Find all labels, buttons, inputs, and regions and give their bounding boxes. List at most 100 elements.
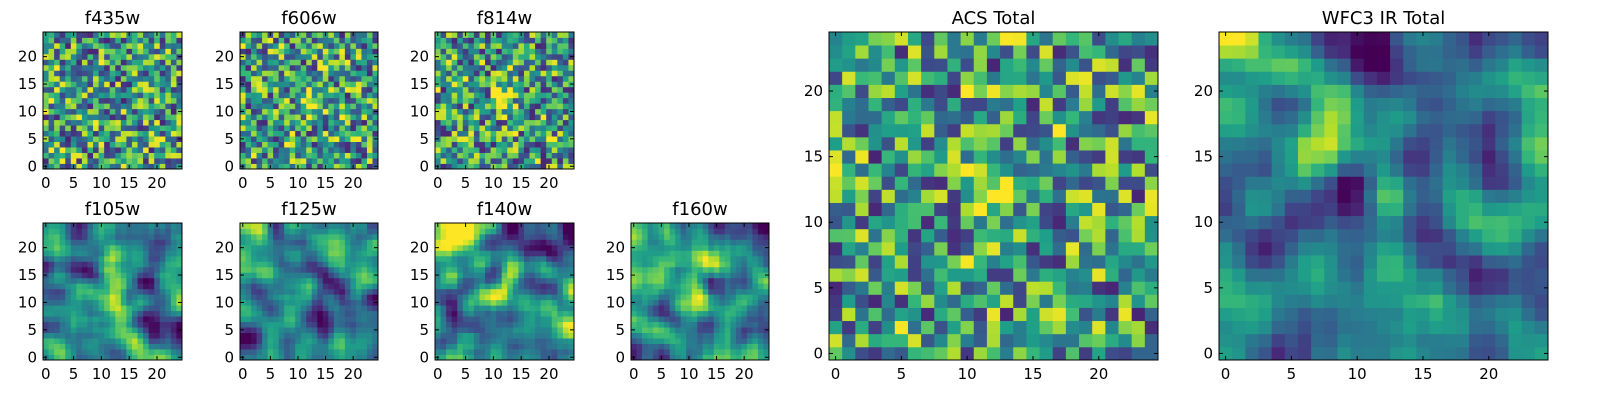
heatmap-cell (333, 163, 340, 170)
heatmap-cell (669, 327, 676, 333)
heatmap-cell (131, 255, 138, 262)
heatmap-cell (1013, 346, 1027, 361)
heatmap-cell (730, 332, 737, 339)
heatmap-cell (306, 64, 313, 71)
heatmap-cell (251, 114, 257, 121)
heatmap-cell (540, 239, 547, 246)
heatmap-cell (48, 299, 55, 306)
heatmap-cell (512, 97, 519, 104)
heatmap-cell (1052, 215, 1067, 230)
heatmap-cell (76, 53, 83, 60)
heatmap-cell (496, 64, 503, 71)
heatmap-cell (137, 228, 144, 235)
heatmap-cell (81, 343, 88, 350)
heatmap-cell (120, 310, 127, 317)
heatmap-cell (468, 305, 475, 312)
heatmap-cell (881, 241, 896, 256)
heatmap-cell (126, 250, 133, 257)
heatmap-cell (372, 97, 379, 104)
heatmap-cell (109, 108, 116, 115)
heatmap-cell (289, 48, 296, 55)
heatmap-cell (273, 228, 280, 235)
heatmap-cell (551, 244, 558, 251)
heatmap-cell (48, 354, 55, 361)
heatmap-cell (355, 108, 362, 115)
heatmap-cell (81, 310, 88, 317)
heatmap-cell (154, 283, 161, 290)
heatmap-cell (328, 32, 335, 38)
heatmap-cell (535, 136, 542, 142)
heatmap-cell (137, 64, 144, 71)
heatmap-cell (631, 283, 637, 290)
heatmap-cell (48, 81, 55, 88)
y-tick-label: 20 (410, 239, 429, 257)
heatmap-cell (76, 32, 83, 38)
heatmap-cell (143, 92, 150, 99)
axes-frame (434, 31, 575, 170)
x-tick-label: 15 (120, 365, 139, 383)
heatmap-cell (741, 316, 748, 323)
heatmap-cell (512, 136, 519, 142)
heatmap-cell (245, 310, 252, 317)
heatmap-cell (344, 250, 351, 257)
heatmap-cell (48, 37, 55, 44)
heatmap-cell (256, 81, 263, 88)
heatmap-cell (735, 354, 742, 361)
heatmap-cell (328, 53, 335, 60)
heatmap-cell (93, 37, 99, 44)
heatmap-cell (59, 266, 66, 273)
heatmap-cell (512, 53, 519, 60)
heatmap-cell (451, 239, 458, 246)
heatmap-cell (702, 261, 709, 268)
heatmap-cell (81, 136, 88, 142)
heatmap-cell (98, 53, 105, 60)
heatmap-cell (104, 299, 111, 306)
heatmap-cell (540, 108, 547, 115)
heatmap-cell (741, 250, 748, 257)
heatmap-cell (355, 86, 362, 93)
heatmap-cell (473, 158, 480, 164)
heatmap-cell (322, 288, 329, 295)
heatmap-cell (462, 158, 469, 164)
heatmap-cell (251, 228, 257, 235)
heatmap-cell (719, 327, 726, 333)
heatmap-cell (451, 141, 458, 148)
heatmap-cell (262, 141, 268, 148)
heatmap-cell (1144, 333, 1159, 348)
heatmap-cell (148, 114, 155, 121)
heatmap-cell (855, 281, 869, 295)
heatmap-cell (339, 103, 346, 110)
heatmap-cell (757, 338, 764, 344)
heatmap-cell (176, 228, 183, 235)
heatmap-cell (435, 147, 441, 153)
heatmap-cell (724, 223, 731, 229)
heatmap-cell (300, 233, 307, 240)
heatmap-cell (829, 202, 843, 217)
heatmap-cell (256, 59, 263, 66)
heatmap-cell (262, 86, 268, 93)
heatmap-cell (148, 239, 155, 246)
heatmap-cell (267, 75, 274, 82)
heatmap-cell (284, 42, 291, 49)
heatmap-cell (507, 266, 514, 273)
heatmap-cell (451, 321, 458, 328)
heatmap-cell (306, 316, 313, 323)
heatmap-cell (457, 37, 464, 44)
heatmap-cell (115, 321, 122, 328)
heatmap-cell (154, 277, 161, 284)
heatmap-cell (829, 150, 843, 164)
heatmap-cell (485, 75, 491, 82)
y-tick-label: 5 (224, 130, 234, 148)
heatmap-cell (366, 75, 373, 82)
heatmap-cell (48, 316, 55, 323)
heatmap-cell (361, 272, 368, 279)
heatmap-cell (1105, 189, 1119, 203)
heatmap-cell (490, 332, 497, 339)
heatmap-cell (54, 261, 61, 268)
heatmap-cell (669, 250, 676, 257)
heatmap-cell (462, 64, 469, 71)
heatmap-cell (490, 130, 497, 137)
heatmap-cell (702, 332, 709, 339)
heatmap-cell (120, 42, 127, 49)
heatmap-cell (81, 316, 88, 323)
